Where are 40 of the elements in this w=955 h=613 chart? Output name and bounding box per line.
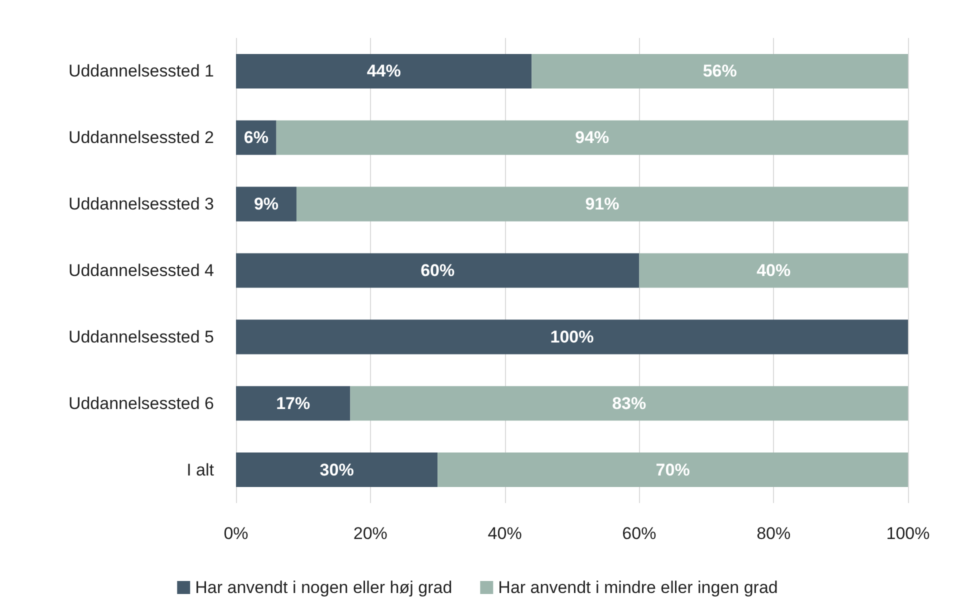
legend-label: Har anvendt i mindre eller ingen grad [498,578,778,597]
data-label: 91% [585,194,620,214]
y-tick-label: Uddannelsessted 5 [68,327,214,346]
bar [276,120,908,155]
data-label: 94% [575,128,610,148]
x-tick-label: 0% [224,524,248,543]
data-label: 83% [612,394,646,413]
bar [639,253,908,288]
bar [350,386,908,421]
bar [236,186,296,222]
bar [236,253,640,288]
bar [438,452,908,488]
bar [236,320,908,354]
y-tick-label: I alt [186,460,214,480]
bar [532,54,908,88]
y-tick-label: Uddannelsessted 4 [68,261,214,280]
y-tick-label: Uddannelsessted 1 [68,62,214,81]
x-tick-label: 60% [622,524,656,543]
bar [236,386,350,421]
bar [236,54,532,88]
x-tick-label: 20% [353,524,388,543]
data-label: 44% [366,62,401,81]
bar [236,452,438,488]
data-label: 100% [550,327,594,346]
y-tick-label: Uddannelsessted 3 [68,194,214,214]
bar [296,186,908,222]
x-tick-label: 80% [756,524,791,543]
y-tick-label: Uddannelsessted 2 [68,128,214,148]
data-label: 56% [702,62,737,81]
data-label: 9% [254,194,279,214]
data-label: 40% [756,261,791,280]
data-label: 17% [276,394,310,413]
y-tick-label: Uddannelsessted 6 [68,394,214,413]
x-tick-label: 100% [886,524,930,543]
data-label: 30% [320,460,354,480]
x-tick-label: 40% [488,524,522,543]
data-label: 6% [244,128,268,148]
data-label: 60% [420,261,455,280]
data-label: 70% [656,460,690,480]
legend-label: Har anvendt i nogen eller høj grad [195,578,452,597]
